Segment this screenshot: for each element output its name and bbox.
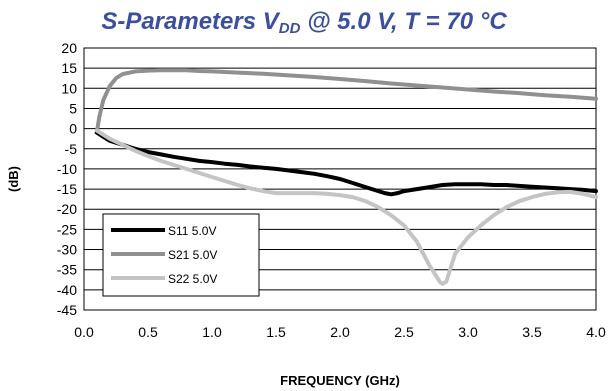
legend-label: S22 5.0V: [168, 272, 217, 286]
y-tick-label: 5: [69, 100, 77, 116]
x-tick-label: 3.5: [522, 324, 542, 340]
x-tick-label: 2.5: [394, 324, 414, 340]
y-tick-label: -20: [57, 201, 77, 217]
x-tick-label: 1.0: [202, 324, 222, 340]
y-tick-label: -40: [57, 282, 77, 298]
x-axis-label: FREQUENCY (GHz): [280, 373, 400, 388]
y-tick-label: 20: [61, 40, 77, 56]
x-tick-label: 0.0: [74, 324, 94, 340]
y-tick-label: 0: [69, 121, 77, 137]
y-tick-label: -15: [57, 181, 77, 197]
y-tick-label: -5: [65, 141, 78, 157]
legend-label: S21 5.0V: [168, 248, 217, 262]
gridlines: [84, 67, 596, 291]
series-line-s11: [94, 130, 598, 197]
chart-title-subscript: DD: [278, 20, 301, 37]
y-tick-label: 10: [61, 80, 77, 96]
y-tick-label: -30: [57, 242, 77, 258]
x-tick-label: 3.0: [458, 324, 478, 340]
series-lines: [94, 68, 598, 286]
chart-title-suffix: @ 5.0 V, T = 70 °C: [300, 8, 507, 35]
y-tick-label: -25: [57, 221, 77, 237]
chart-title-prefix: S-Parameters V: [101, 8, 279, 35]
legend-label: S11 5.0V: [168, 224, 216, 238]
x-tick-label: 2.0: [330, 324, 350, 340]
y-tick-label: -35: [57, 262, 77, 278]
y-tick-label: -45: [57, 302, 77, 318]
x-tick-label: 0.5: [138, 324, 158, 340]
y-tick-label: 15: [61, 60, 77, 76]
x-tick-label: 4.0: [586, 324, 606, 340]
y-axis-label: (dB): [6, 166, 21, 192]
legend: S11 5.0V S21 5.0V S22 5.0V: [102, 213, 260, 297]
series-line-s22: [94, 128, 598, 286]
y-tick-labels: 20 15 10 5 0 -5 -10 -15 -20 -25 -30 -35 -40 -45: [57, 40, 77, 318]
chart-title: S-Parameters VDD @ 5.0 V, T = 70 °C: [0, 8, 608, 37]
x-tick-labels: 0.0 0.5 1.0 1.5 2.0 2.5 3.0 3.5 4.0: [74, 324, 606, 340]
x-tick-label: 1.5: [266, 324, 286, 340]
y-tick-label: -10: [57, 161, 77, 177]
series-line-s21: [94, 68, 598, 135]
